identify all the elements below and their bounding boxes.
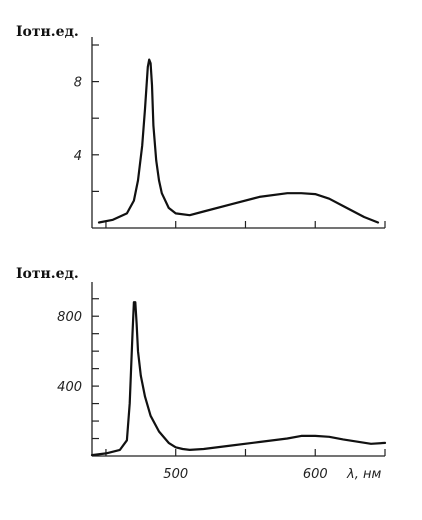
x-axis-label: λ, нм <box>346 467 381 482</box>
y-tick-label: 8 <box>74 76 82 91</box>
x-tick-label: 500 <box>163 467 188 482</box>
y-tick-label: 800 <box>57 310 82 325</box>
y-axis-label: Iотн.ед. <box>16 24 79 40</box>
x-tick-label: 600 <box>303 467 328 482</box>
y-axis-label: Iотн.ед. <box>16 266 79 282</box>
chart-panel-bottom: Iотн.ед. λ, нм 400 800 500 600 <box>16 266 387 482</box>
spectrum-line <box>90 301 387 457</box>
chart-panel-top: Iотн.ед. 4 8 <box>16 24 386 229</box>
y-tick-label: 4 <box>74 149 82 164</box>
spectrum-line <box>97 58 380 224</box>
y-tick-label: 400 <box>57 380 82 395</box>
